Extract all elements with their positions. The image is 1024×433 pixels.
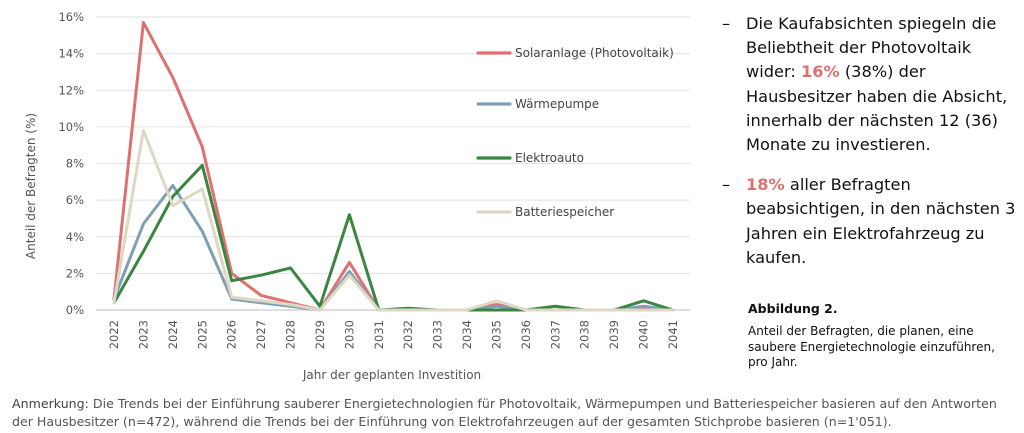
gridlines — [96, 16, 690, 311]
x-tick-label: 2022 — [107, 320, 121, 349]
finding-text-prefix: Die Kaufabsichten spiegeln die Beliebthe… — [746, 14, 997, 82]
x-tick-label: 2039 — [607, 320, 621, 349]
y-tick-label: 2% — [66, 266, 84, 280]
y-axis-label: Anteil der Befragten (%) — [24, 113, 38, 259]
y-tick-label: 6% — [66, 193, 84, 207]
x-tick-label: 2024 — [166, 320, 180, 349]
x-tick-label: 2028 — [284, 320, 298, 349]
y-tick-label: 10% — [58, 120, 84, 134]
y-tick-labels: 0% 2% 4% 6% 8% 10% 12% 14% 16% — [58, 10, 84, 317]
y-tick-label: 8% — [66, 157, 84, 171]
highlight-percentage: 18% — [746, 175, 785, 195]
bullet-dash: – — [722, 175, 731, 195]
footnote-label: Anmerkung: — [12, 396, 89, 411]
legend: Solaranlage (Photovoltaik) Wärmepumpe Elek… — [476, 46, 674, 219]
x-tick-label: 2041 — [666, 320, 680, 349]
y-tick-label: 14% — [58, 47, 84, 61]
y-tick-label: 0% — [66, 303, 84, 317]
footnote-text: Die Trends bei der Einführung sauberer E… — [12, 396, 997, 429]
finding-text: 18% aller Befragten beabsichtigen, in de… — [746, 173, 1018, 270]
y-tick-label: 16% — [58, 10, 84, 24]
line-chart: 0%2%4%6%8%10%12%14%16% 2022 2023 2024 2025 2… — [24, 10, 690, 382]
x-tick-label: 2037 — [548, 320, 562, 349]
y-tick-label: 12% — [58, 83, 84, 97]
legend-label: Wärmepumpe — [515, 97, 599, 111]
figure-caption: Anteil der Befragten, die planen, eine s… — [748, 324, 995, 369]
x-tick-label: 2031 — [372, 320, 386, 349]
x-axis-label: Jahr der geplanten Investition — [302, 368, 481, 382]
finding-text: Die Kaufabsichten spiegeln die Beliebthe… — [746, 12, 1018, 157]
x-tick-label: 2027 — [254, 320, 268, 349]
highlight-percentage: 16% — [800, 62, 840, 82]
legend-label: Batteriespeicher — [515, 205, 614, 219]
finding-text-suffix: aller Befragten beabsichtigen, in den nä… — [746, 175, 1016, 267]
series-lines — [112, 21, 675, 312]
x-tick-label: 2030 — [342, 320, 356, 349]
x-tick-label: 2025 — [195, 320, 209, 349]
x-tick-label: 2036 — [519, 320, 533, 349]
series-line — [112, 163, 675, 312]
x-tick-label: 2026 — [225, 320, 239, 349]
x-tick-label: 2040 — [637, 320, 651, 349]
footnote: Anmerkung: Die Trends bei der Einführung… — [12, 395, 1012, 431]
x-tick-label: 2032 — [401, 320, 415, 349]
legend-label: Solaranlage (Photovoltaik) — [515, 46, 674, 60]
x-tick-labels: 2022 2023 2024 2025 2026 2027 2028 2029 2030 2031… — [107, 320, 680, 349]
figure-title: Abbildung 2. — [748, 301, 838, 316]
finding-elektroauto: – 18% aller Befragten beabsichtigen, in … — [722, 173, 1018, 270]
x-tick-label: 2029 — [313, 320, 327, 349]
x-tick-label: 2035 — [489, 320, 503, 349]
x-tick-label: 2034 — [460, 320, 474, 349]
y-tick-label: 4% — [66, 230, 84, 244]
x-tick-label: 2023 — [136, 320, 150, 349]
x-tick-label: 2033 — [431, 320, 445, 349]
series-line — [112, 129, 675, 312]
key-findings-panel: – Die Kaufabsichten spiegeln die Beliebt… — [722, 12, 1018, 286]
x-tick-label: 2038 — [578, 320, 592, 349]
series-line — [112, 21, 675, 312]
legend-label: Elektroauto — [515, 151, 584, 165]
bullet-dash: – — [722, 14, 731, 33]
finding-photovoltaik: – Die Kaufabsichten spiegeln die Beliebt… — [722, 12, 1018, 157]
finding-text-suffix: (38%) der Hausbesitzer haben die Absicht… — [746, 62, 1008, 155]
